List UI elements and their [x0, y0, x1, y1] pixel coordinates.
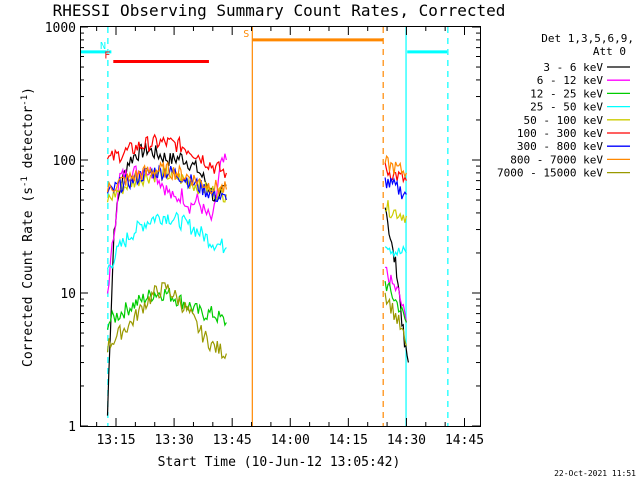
x-tick-label-1: 13:30: [155, 433, 194, 448]
series-line-1-seg-1: [385, 266, 407, 323]
x-tick-label-3: 14:00: [271, 433, 310, 448]
footer-date: 22-Oct-2021 11:51: [554, 469, 636, 478]
y-tick-label-1: 10: [60, 287, 76, 302]
series-line-6-seg-0: [106, 164, 227, 203]
y-axis-label-end: ): [21, 87, 36, 95]
legend-label-0: 3 - 6 keV: [543, 61, 603, 74]
series-line-2-seg-1: [384, 281, 407, 323]
x-tick-label-0: 13:15: [96, 433, 135, 448]
legend-label-1: 6 - 12 keV: [537, 74, 604, 87]
x-tick-label-5: 14:30: [387, 433, 426, 448]
y-axis-label: Corrected Count Rate (s-1 detector-1): [20, 87, 36, 367]
legend-label-4: 50 - 100 keV: [524, 114, 604, 127]
series-line-5-seg-0: [106, 133, 227, 178]
legend-label-8: 7000 - 15000 keV: [497, 167, 603, 180]
legend-label-7: 800 - 7000 keV: [510, 153, 603, 166]
series-line-3-seg-0: [106, 211, 227, 270]
y-axis-label-sup2: -1: [20, 95, 30, 106]
series-line-8-seg-0: [106, 282, 227, 360]
series-line-2-seg-0: [106, 287, 227, 330]
legend-header-line1: Det 1,3,5,6,9,: [541, 32, 634, 45]
y-tick-label-2: 100: [53, 154, 76, 169]
plot-frame: [80, 26, 481, 427]
y-axis-label-sup1: -1: [20, 176, 30, 187]
y-tick-label-0: 1: [68, 420, 76, 435]
x-axis: 13:15 13:30 13:45 14:00 14:15 14:30 14:45: [96, 27, 484, 448]
flag-label-N: N: [100, 41, 106, 52]
series-line-7-seg-1: [384, 154, 407, 179]
legend-label-2: 12 - 25 keV: [530, 87, 603, 100]
series-line-5-seg-1: [384, 162, 407, 184]
legend-label-6: 300 - 800 keV: [517, 140, 603, 153]
x-tick-label-2: 13:45: [213, 433, 252, 448]
chart-title: RHESSI Observing Summary Count Rates, Co…: [53, 1, 506, 20]
x-tick-label-6: 14:45: [445, 433, 484, 448]
legend-label-3: 25 - 50 keV: [530, 101, 603, 114]
y-axis-label-main: Corrected Count Rate (s: [21, 187, 36, 367]
y-tick-label-3: 1000: [45, 21, 76, 36]
series-line-8-seg-1: [384, 292, 407, 347]
series-line-7-seg-0: [106, 160, 227, 196]
series-line-3-seg-1: [384, 244, 407, 258]
x-tick-label-4: 14:15: [329, 433, 368, 448]
y-axis: 1 10 100 1000: [45, 21, 480, 435]
flag-label-S: S: [243, 29, 249, 40]
series-line-6-seg-1: [384, 177, 407, 200]
x-axis-label: Start Time (10-Jun-12 13:05:42): [158, 455, 401, 470]
legend-label-5: 100 - 300 keV: [517, 127, 603, 140]
series-line-0-seg-1: [384, 207, 409, 363]
flag-label-F: F: [104, 51, 110, 62]
legend-header-line2: Att 0: [593, 45, 626, 58]
series-line-4-seg-1: [384, 200, 407, 223]
y-axis-label-mid: detector: [21, 106, 36, 177]
